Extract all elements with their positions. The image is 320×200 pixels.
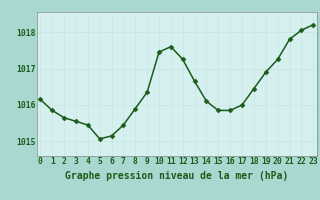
X-axis label: Graphe pression niveau de la mer (hPa): Graphe pression niveau de la mer (hPa): [65, 171, 288, 181]
